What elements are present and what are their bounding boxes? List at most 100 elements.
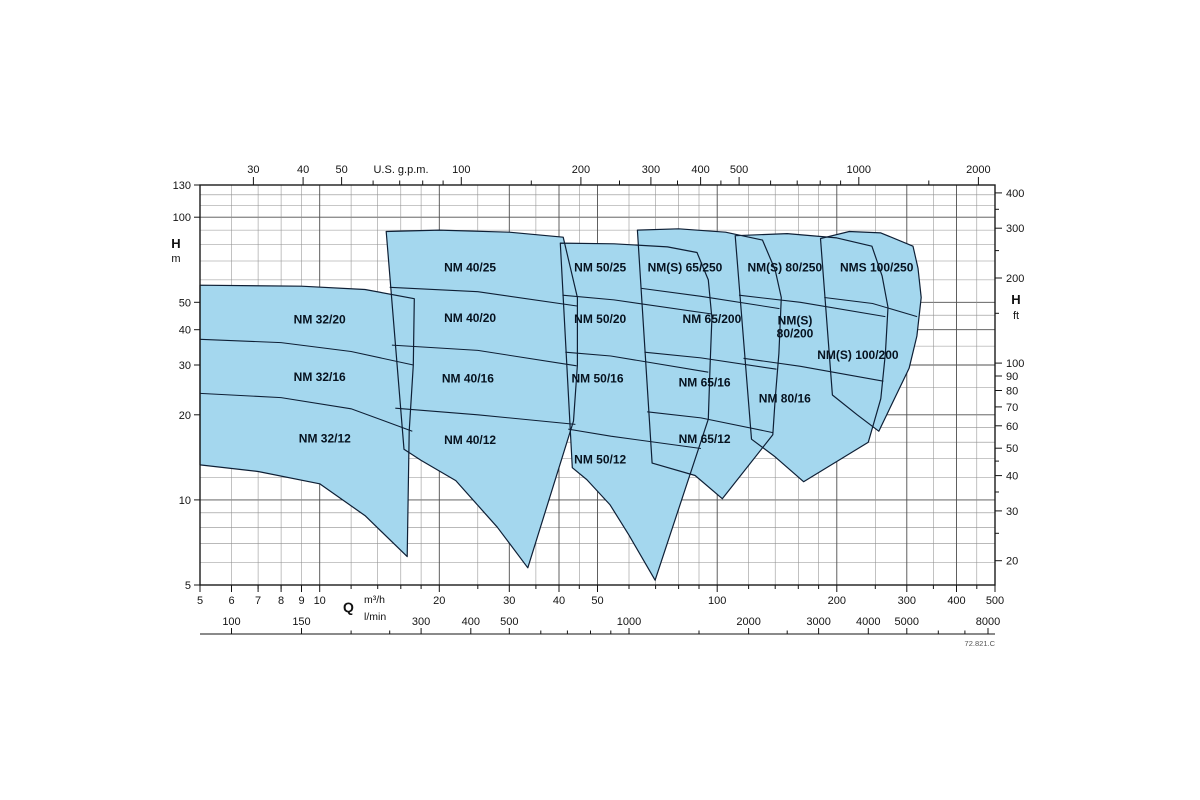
pump-region-label: NM(S) 80/200 [777, 314, 814, 341]
gpm-axis-label: U.S. g.p.m. [373, 164, 429, 176]
lmin-tick-label: 1000 [617, 616, 641, 628]
m3h-tick-label: 40 [553, 595, 565, 607]
figure-code: 72.821.C [964, 639, 995, 648]
pump-region-outline-nm-65 [636, 228, 782, 500]
pump-region-fill-nm-100 [820, 231, 922, 432]
head-ft-tick-label: 90 [1006, 371, 1018, 383]
pump-region-label: NM 50/20 [574, 312, 626, 326]
head-m-tick-label: 5 [185, 580, 191, 592]
head-ft-tick-label: 70 [1006, 402, 1018, 414]
pump-region-label: NM 32/12 [299, 431, 351, 445]
lmin-tick-label: 5000 [895, 616, 919, 628]
head-ft-tick-label: 400 [1006, 188, 1024, 200]
head-m-tick-label: 30 [179, 360, 191, 372]
lmin-tick-label: 3000 [806, 616, 830, 628]
gpm-tick-label: 300 [642, 164, 660, 176]
head-axis-unit-right: ft [1012, 310, 1020, 322]
m3h-tick-label: 7 [255, 595, 261, 607]
head-ft-tick-label: 30 [1006, 506, 1018, 518]
pump-region-divider [743, 357, 884, 382]
head-ft-tick-label: 200 [1006, 273, 1024, 285]
pump-region-label: NM(S) 100/200 [817, 348, 899, 362]
pump-region-label: NMS 100/250 [840, 260, 914, 274]
gpm-tick-label: 100 [452, 164, 470, 176]
flow-axis-symbol: Q [343, 599, 354, 615]
pump-region-label: NM 40/12 [444, 433, 496, 447]
m3h-tick-label: 8 [278, 595, 284, 607]
pump-region-divider [641, 287, 780, 310]
pump-region-outline-nm-32 [199, 284, 415, 558]
head-m-tick-label: 100 [173, 212, 191, 224]
m3h-tick-label: 30 [503, 595, 515, 607]
pump-region-divider [738, 294, 886, 318]
pump-region-divider [568, 428, 701, 450]
m3h-tick-label: 100 [708, 595, 726, 607]
head-ft-tick-label: 40 [1006, 471, 1018, 483]
pump-region-label: NM 40/25 [444, 260, 496, 274]
gpm-tick-label: 200 [572, 164, 590, 176]
flow-axis-unit-lmin: l/min [364, 611, 387, 623]
head-ft-tick-label: 300 [1006, 223, 1024, 235]
lmin-tick-label: 400 [462, 616, 480, 628]
m3h-tick-label: 20 [433, 595, 445, 607]
m3h-tick-label: 10 [314, 595, 326, 607]
flow-axis-unit-m3h: m³/h [364, 594, 385, 606]
head-m-tick-label: 10 [179, 495, 191, 507]
m3h-tick-label: 200 [828, 595, 846, 607]
pump-region-label: NM(S) 80/250 [747, 260, 822, 274]
m3h-tick-label: 50 [591, 595, 603, 607]
pump-region-fill-nm-40 [386, 230, 578, 568]
lmin-tick-label: 500 [500, 616, 518, 628]
head-m-tick-label: 130 [173, 180, 191, 192]
gpm-tick-label: 1000 [847, 164, 871, 176]
pump-region-label: NM 50/25 [574, 260, 626, 274]
pump-region-label: NM 65/12 [679, 432, 731, 446]
lmin-tick-label: 8000 [976, 616, 1000, 628]
pump-region-divider [824, 296, 918, 318]
lmin-tick-label: 100 [222, 616, 240, 628]
gpm-tick-label: 400 [691, 164, 709, 176]
pump-region-divider [565, 351, 709, 373]
head-axis-symbol-right: H [1011, 292, 1021, 307]
pump-region-label: NM 65/200 [683, 312, 742, 326]
gpm-tick-label: 500 [730, 164, 748, 176]
m3h-tick-label: 6 [228, 595, 234, 607]
lmin-tick-label: 300 [412, 616, 430, 628]
pump-region-label: NM(S) 65/250 [648, 260, 723, 274]
lmin-tick-label: 150 [292, 616, 310, 628]
pump-region-label: NM 40/20 [444, 311, 496, 325]
pump-region-divider [199, 392, 413, 432]
head-m-tick-label: 40 [179, 325, 191, 337]
pump-region-divider [395, 407, 576, 425]
head-m-tick-label: 20 [179, 410, 191, 422]
pump-region-label: NM 32/20 [294, 312, 346, 326]
gpm-tick-label: 2000 [966, 164, 990, 176]
m3h-tick-label: 9 [298, 595, 304, 607]
gpm-tick-label: 50 [335, 164, 347, 176]
head-ft-tick-label: 50 [1006, 443, 1018, 455]
pump-region-divider [647, 411, 773, 434]
pump-region-fill-nm-32 [200, 285, 415, 557]
m3h-tick-label: 400 [947, 595, 965, 607]
pump-region-label: NM 50/12 [574, 453, 626, 467]
lmin-tick-label: 2000 [736, 616, 760, 628]
pump-region-outline-nm-80 [734, 233, 889, 483]
head-ft-tick-label: 20 [1006, 556, 1018, 568]
head-ft-tick-label: 60 [1006, 421, 1018, 433]
lmin-tick-label: 4000 [856, 616, 880, 628]
pump-region-label: NM 80/16 [759, 392, 811, 406]
gpm-tick-label: 40 [297, 164, 309, 176]
head-m-tick-label: 50 [179, 297, 191, 309]
pump-region-outline-nm-40 [385, 229, 578, 569]
pump-region-divider [199, 338, 414, 366]
pump-region-label: NM 40/16 [442, 371, 494, 385]
head-ft-tick-label: 100 [1006, 358, 1024, 370]
pump-region-label: NM 65/16 [679, 376, 731, 390]
pump-region-label: NM 32/16 [294, 370, 346, 384]
m3h-tick-label: 300 [898, 595, 916, 607]
pump-region-outline-nm-50 [559, 242, 713, 581]
pump-region-outline-nm-100 [819, 230, 922, 432]
pump-region-label: NM 50/16 [571, 371, 623, 385]
